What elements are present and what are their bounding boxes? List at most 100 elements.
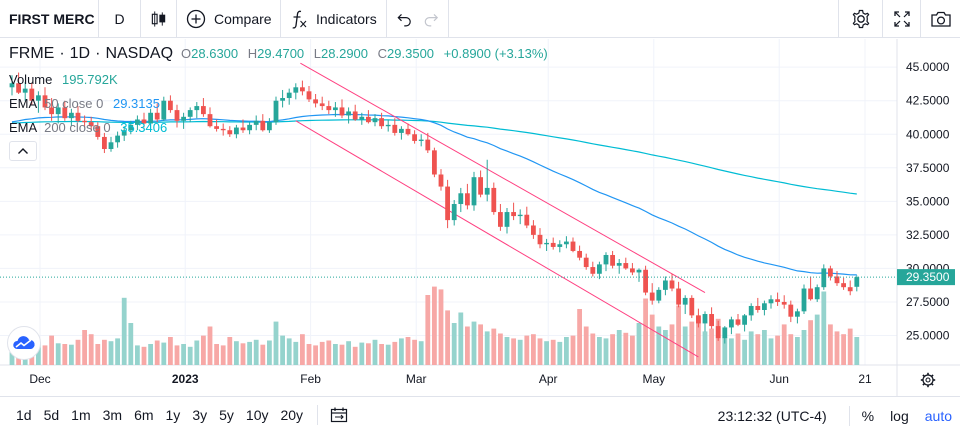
study-ema-200[interactable]: EMA 200 close 0 35.3406: [9, 120, 167, 135]
volume-bar: [306, 344, 312, 365]
low-value: 28.2900: [321, 46, 369, 61]
volume-bar: [102, 339, 107, 365]
volume-bar: [610, 334, 615, 365]
volume-bar: [788, 334, 794, 365]
axis-settings-icon[interactable]: [920, 372, 936, 388]
volume-bar: [69, 344, 74, 365]
volume-bar: [267, 340, 272, 365]
candle-body: [669, 280, 675, 289]
auto-toggle[interactable]: auto: [924, 407, 952, 424]
fullscreen-icon: [893, 11, 910, 27]
range-1m[interactable]: 1m: [71, 407, 91, 423]
candle-body: [399, 128, 404, 133]
volume-bar: [399, 338, 404, 365]
gear-icon: [852, 9, 869, 29]
y-tick-label: 42.5000: [906, 94, 950, 108]
range-10y[interactable]: 10y: [245, 407, 269, 423]
volume-bar: [313, 345, 318, 365]
snapshot-button[interactable]: [920, 0, 960, 38]
y-tick-label: 32.5000: [906, 228, 950, 242]
candle-body: [49, 107, 54, 115]
chart-type-button[interactable]: [141, 0, 177, 38]
x-tick-label: Jun: [770, 372, 789, 386]
interval-button[interactable]: D: [99, 0, 141, 38]
volume-bar: [187, 346, 193, 365]
candle-body: [649, 292, 655, 301]
range-5d[interactable]: 5d: [43, 407, 60, 423]
candle-body: [95, 126, 101, 137]
top-toolbar: FIRST MERC D Compare Indicators: [0, 0, 960, 38]
interval-label: D: [114, 10, 125, 27]
percent-toggle[interactable]: %: [861, 407, 875, 424]
legend-separator: ·: [95, 45, 101, 62]
range-1d[interactable]: 1d: [16, 407, 32, 423]
indicators-button[interactable]: Indicators: [281, 0, 387, 38]
candle-body: [247, 124, 252, 131]
volume-bar: [814, 314, 820, 365]
symbol-search[interactable]: FIRST MERC: [0, 0, 99, 38]
range-1y[interactable]: 1y: [165, 407, 181, 423]
volume-bar: [795, 337, 800, 365]
volume-value: 195.792K: [62, 72, 118, 87]
fullscreen-button[interactable]: [882, 0, 920, 38]
candle-body: [128, 124, 134, 131]
candle-body: [696, 315, 701, 324]
volume-bar: [333, 344, 338, 365]
compare-button[interactable]: Compare: [177, 0, 281, 38]
candle-body: [141, 119, 147, 124]
candle-body: [491, 187, 497, 213]
volume-bar: [366, 343, 371, 365]
volume-bar: [715, 318, 721, 365]
undo-icon[interactable]: [396, 10, 413, 28]
volume-bar: [346, 341, 351, 365]
candle-body: [412, 134, 417, 141]
ema50-value: 29.3135: [112, 96, 160, 111]
study-volume[interactable]: Volume 195.792K: [9, 72, 118, 87]
study-ema-50[interactable]: EMA 50 close 0 29.3135: [9, 96, 160, 111]
volume-bar: [227, 337, 233, 365]
candle-body: [504, 212, 510, 227]
volume-bar: [762, 330, 767, 365]
high-label: H: [247, 46, 258, 61]
ema200-params: 200 close 0: [44, 120, 111, 135]
range-6m[interactable]: 6m: [134, 407, 154, 423]
volume-bar: [141, 346, 147, 365]
candle-body: [181, 116, 186, 121]
candle-body: [418, 139, 424, 141]
volume-bar: [240, 343, 246, 365]
candle-body: [590, 267, 596, 274]
volume-bar: [603, 338, 609, 365]
candle-body: [676, 288, 681, 305]
candle-body: [425, 139, 431, 151]
candle-body: [29, 88, 35, 101]
volume-bar: [630, 335, 635, 365]
redo-icon[interactable]: [423, 10, 440, 28]
range-20y[interactable]: 20y: [280, 407, 304, 423]
volume-bar: [273, 321, 279, 365]
bottom-right-options: 23:12:32 (UTC-4) % log auto: [718, 397, 960, 433]
volume-bar: [663, 330, 668, 365]
range-5y[interactable]: 5y: [219, 407, 234, 423]
volume-bar: [372, 339, 378, 365]
candle-body: [445, 186, 450, 221]
candle-body: [557, 244, 563, 247]
candle-body: [392, 124, 398, 133]
settings-button[interactable]: [838, 0, 882, 38]
range-3m[interactable]: 3m: [102, 407, 123, 423]
date-range-button[interactable]: [330, 407, 348, 423]
candle-body: [161, 100, 167, 120]
candle-body: [293, 87, 299, 93]
clock-timezone[interactable]: 23:12:32 (UTC-4): [717, 407, 827, 424]
candle-body: [267, 122, 272, 131]
volume-bar: [42, 345, 48, 365]
brand-logo[interactable]: [7, 326, 41, 360]
volume-bar: [649, 314, 655, 365]
range-3y[interactable]: 3y: [192, 407, 208, 423]
volume-bar: [82, 330, 87, 365]
candle-body: [187, 110, 193, 117]
log-toggle[interactable]: log: [890, 407, 909, 424]
legend-collapse-button[interactable]: [9, 141, 37, 161]
candle-body: [841, 283, 846, 288]
ema-50-line: [11, 113, 857, 276]
price-chart[interactable]: 45.0000 42.5000 40.0000 37.5000 35.0000 32.50…: [0, 39, 960, 396]
